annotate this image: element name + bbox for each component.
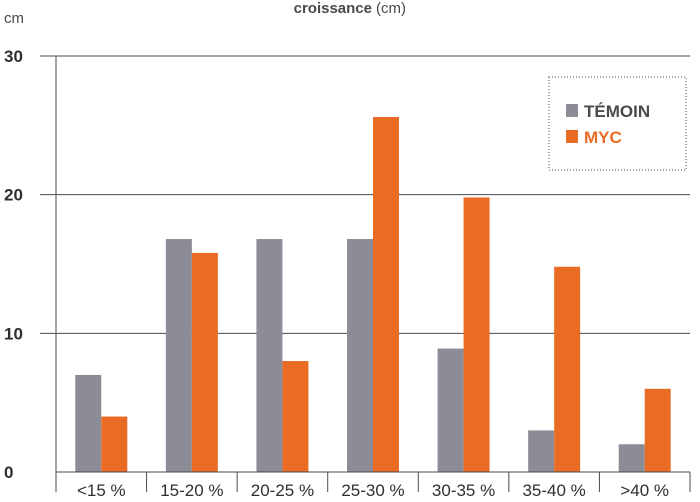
y-tick-label: 20 <box>4 186 23 205</box>
bar-temoin <box>165 239 192 472</box>
chart-title: croissance <box>294 0 372 17</box>
bar-temoin <box>618 444 645 472</box>
legend-label-temoin: TÉMOIN <box>584 102 650 121</box>
x-tick-label: >40 % <box>620 481 669 500</box>
bar-temoin <box>437 348 464 472</box>
legend: TÉMOIN MYC <box>548 76 687 171</box>
legend-swatch-myc <box>566 130 578 143</box>
y-tick-label: 30 <box>4 47 23 66</box>
y-axis-unit-label: cm <box>4 10 24 27</box>
x-tick-label: 15-20 % <box>160 481 223 500</box>
bar-myc <box>463 197 490 472</box>
x-tick-label: 30-35 % <box>432 481 495 500</box>
bar-temoin <box>256 239 283 472</box>
bars <box>75 117 671 472</box>
bar-temoin <box>528 430 555 472</box>
bar-temoin <box>347 239 373 472</box>
bar-temoin <box>75 374 102 472</box>
x-tick-label: 20-25 % <box>251 481 314 500</box>
legend-label-myc: MYC <box>584 128 622 147</box>
y-tick-label: 0 <box>4 463 13 482</box>
x-tick-label: 35-40 % <box>522 481 585 500</box>
bar-myc <box>373 117 399 472</box>
bar-myc <box>191 252 218 472</box>
bar-myc <box>554 266 581 472</box>
x-axis: <15 % 15-20 % 20-25 % 25-30 % 30-35 % 35-40 %… <box>55 56 691 500</box>
legend-box <box>548 76 687 171</box>
x-tick-label: 25-30 % <box>341 481 404 500</box>
bar-myc <box>101 416 128 472</box>
y-tick-label: 10 <box>4 324 23 343</box>
legend-swatch-temoin <box>566 104 578 117</box>
x-tick-label: <15 % <box>77 481 126 500</box>
bar-myc <box>644 388 671 472</box>
y-axis-ticks: 0 10 20 30 <box>4 47 23 482</box>
bar-myc <box>282 361 309 472</box>
chart-title-unit: (cm) <box>376 0 406 17</box>
